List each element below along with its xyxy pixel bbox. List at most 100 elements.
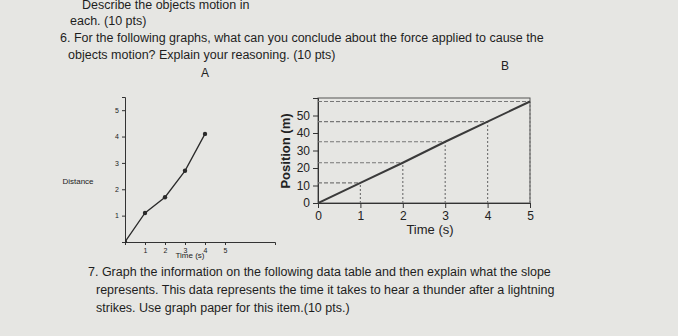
tick-mark xyxy=(122,163,125,164)
tick: 0 xyxy=(315,203,322,223)
tick: 1 xyxy=(358,203,365,223)
tick: 4 xyxy=(485,203,492,223)
x-axis-title: Time (s) xyxy=(175,251,204,260)
tick: 2 xyxy=(400,203,407,223)
y-axis-title: Distance xyxy=(62,177,94,186)
data-point xyxy=(203,132,207,136)
tick-mark xyxy=(205,242,206,245)
tick-label: 40 xyxy=(297,126,311,140)
header-line: Describe the objects motion in xyxy=(82,0,249,12)
tick-label: 4 xyxy=(485,209,492,223)
tick: 5 xyxy=(527,203,534,223)
tick-mark xyxy=(122,216,125,217)
tick: 5 xyxy=(224,242,228,254)
plot-area xyxy=(318,102,530,204)
tick-mark xyxy=(122,189,125,190)
chart-title: B xyxy=(501,59,509,73)
y-axis: 1 2 3 4 5 xyxy=(115,98,125,243)
y-axis-title: Position (m) xyxy=(278,113,293,188)
drop-line xyxy=(445,142,446,203)
tick-label: 1 xyxy=(358,209,365,223)
drop-line xyxy=(360,183,361,203)
tick-mark xyxy=(360,203,361,208)
chart: A1234512345Time (s)Distance xyxy=(62,66,275,260)
tick-mark xyxy=(313,186,318,187)
page: Describe the objects motion in each. (10 … xyxy=(0,0,678,336)
axis-line xyxy=(126,243,276,246)
tick-mark xyxy=(122,137,125,138)
tick-mark xyxy=(225,242,226,245)
tick: 0 xyxy=(303,196,318,210)
tick: 5 xyxy=(115,107,125,114)
tick-label: 1 xyxy=(144,247,148,254)
tick-mark xyxy=(122,110,125,111)
tick-mark xyxy=(165,242,166,245)
tick-label: 5 xyxy=(115,107,119,114)
tick-mark xyxy=(185,242,186,245)
tick-label: 3 xyxy=(115,160,119,167)
tick-label: 2 xyxy=(115,186,119,193)
plot-area xyxy=(125,132,207,243)
tick-mark xyxy=(145,242,146,245)
tick-label: 30 xyxy=(297,144,311,158)
drop-line xyxy=(487,122,488,203)
tick: 10 xyxy=(297,179,318,193)
tick-label: 50 xyxy=(297,109,311,123)
tick-mark xyxy=(313,116,318,117)
question-line: 7. Graph the information on the followin… xyxy=(88,265,551,279)
tick-label: 20 xyxy=(297,161,311,175)
data-point xyxy=(183,169,187,173)
x-axis: 0 1 2 3 4 5 xyxy=(315,203,534,223)
drop-line xyxy=(318,121,488,122)
tick-mark xyxy=(313,168,318,169)
tick-label: 5 xyxy=(527,209,534,223)
tick: 4 xyxy=(115,133,125,140)
axis-line xyxy=(313,99,319,204)
tick: 1 xyxy=(144,242,148,254)
question-line: objects motion? Explain your reasoning. … xyxy=(68,48,336,62)
tick-mark xyxy=(313,133,318,134)
data-line xyxy=(318,102,530,204)
tick: 40 xyxy=(297,126,318,140)
data-point xyxy=(143,211,147,215)
tick: 2 xyxy=(115,186,125,193)
document-text: Describe the objects motion in each. (10 … xyxy=(60,0,554,315)
drop-line xyxy=(529,102,530,204)
chart: B01234501020304050Time (s)Position (m) xyxy=(278,59,534,237)
data-point xyxy=(163,195,167,199)
chart-title: A xyxy=(201,66,209,80)
tick-mark xyxy=(313,203,318,204)
drop-line xyxy=(402,163,403,203)
tick-mark xyxy=(445,203,446,208)
drop-line xyxy=(318,101,530,102)
tick: 1 xyxy=(115,212,125,219)
tick-label: 2 xyxy=(164,247,168,254)
tick-mark xyxy=(313,151,318,152)
axis-line xyxy=(319,204,531,209)
question-line: strikes. Use graph paper for this item.(… xyxy=(96,301,350,315)
tick-label: 4 xyxy=(115,133,119,140)
tick-label: 0 xyxy=(303,196,310,210)
tick: 3 xyxy=(442,203,449,223)
data-point xyxy=(125,240,127,243)
header-line: each. (10 pts) xyxy=(70,14,146,28)
tick: 30 xyxy=(297,144,318,158)
question-line: 6. For the following graphs, what can yo… xyxy=(60,31,544,45)
axis-line xyxy=(122,98,126,243)
tick-mark xyxy=(488,203,489,208)
y-axis: 0 10 20 30 40 50 xyxy=(297,99,319,211)
tick: 3 xyxy=(115,160,125,167)
x-axis-title: Time (s) xyxy=(406,222,453,237)
tick-label: 1 xyxy=(115,212,119,219)
paper xyxy=(0,0,678,336)
drop-line xyxy=(318,141,445,142)
tick-label: 3 xyxy=(442,209,449,223)
tick: 20 xyxy=(297,161,318,175)
question-line: represents. This data represents the tim… xyxy=(96,283,554,297)
tick: 50 xyxy=(297,109,318,123)
data-line xyxy=(125,134,205,242)
tick-mark xyxy=(530,203,531,208)
tick-label: 5 xyxy=(224,247,228,254)
drop-line xyxy=(318,182,360,183)
tick-label: 0 xyxy=(315,209,322,223)
